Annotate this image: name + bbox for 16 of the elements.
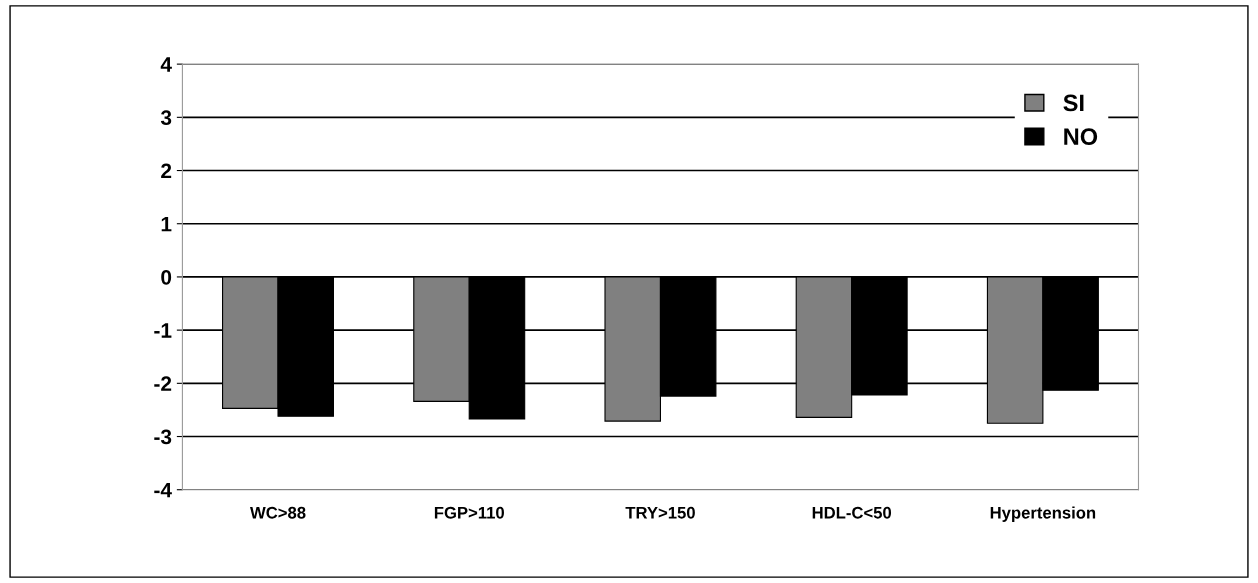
y-tick-label: -1 <box>154 323 172 338</box>
y-tick-label: 2 <box>161 163 172 179</box>
y-tick-label: -3 <box>154 429 172 445</box>
y-tick-label: 4 <box>160 57 172 72</box>
x-tick-label: FGP>110 <box>434 506 504 519</box>
y-tick-label: -2 <box>154 376 172 391</box>
x-tick-label: Hypertension <box>990 506 1096 522</box>
x-tick-label: TRY>150 <box>625 506 695 519</box>
legend-label: NO <box>1064 128 1098 146</box>
y-tick-label: 0 <box>161 269 172 285</box>
y-tick-label: -4 <box>154 482 172 498</box>
y-tick-label: 3 <box>160 110 172 126</box>
y-tick-label: 1 <box>161 216 172 232</box>
legend-label: SI <box>1063 94 1084 112</box>
x-tick-label: WC>88 <box>250 506 306 519</box>
x-tick-label: HDL-C<50 <box>812 506 892 519</box>
